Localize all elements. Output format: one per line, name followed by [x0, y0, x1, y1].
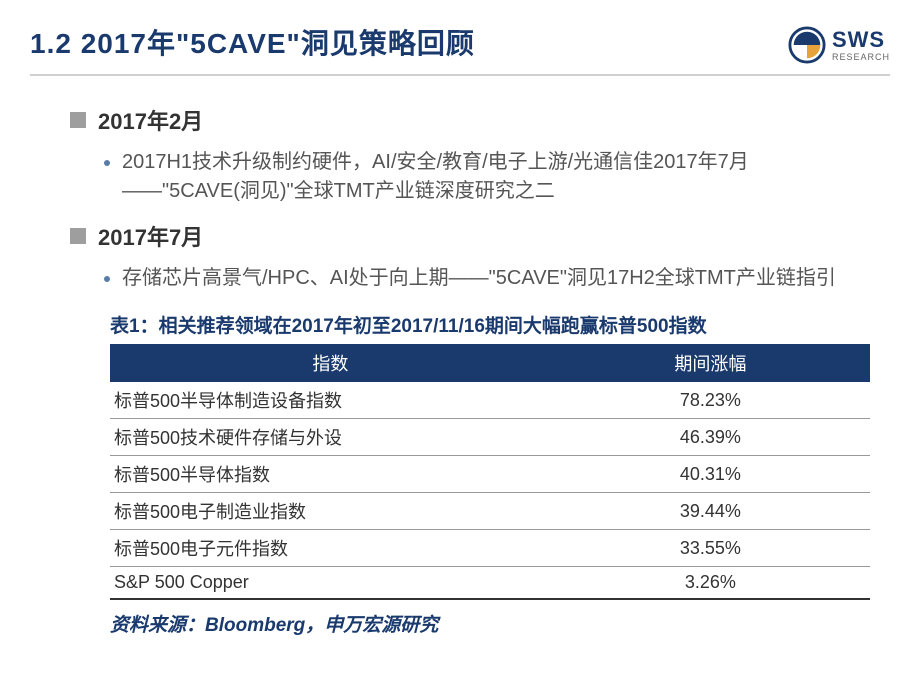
cell-name: 标普500电子元件指数: [110, 530, 551, 567]
sub-item: 存储芯片高景气/HPC、AI处于向上期——"5CAVE"洞见17H2全球TMT产…: [104, 264, 860, 293]
logo-sub: RESEARCH: [832, 53, 890, 62]
sub-text: 存储芯片高景气/HPC、AI处于向上期——"5CAVE"洞见17H2全球TMT产…: [122, 264, 836, 293]
table-row: 标普500半导体指数 40.31%: [110, 456, 870, 493]
cell-value: 3.26%: [551, 567, 870, 600]
cell-name: S&P 500 Copper: [110, 567, 551, 600]
dot-bullet-icon: [104, 160, 110, 166]
data-source: 资料来源：Bloomberg，申万宏源研究: [110, 610, 860, 637]
performance-table-wrap: 表1：相关推荐领域在2017年初至2017/11/16期间大幅跑赢标普500指数…: [110, 311, 870, 600]
table-header-row: 指数 期间涨幅: [110, 344, 870, 382]
section-title: 2017年2月: [98, 104, 203, 136]
cell-value: 46.39%: [551, 419, 870, 456]
section-head: 2017年7月: [70, 220, 860, 252]
cell-name: 标普500技术硬件存储与外设: [110, 419, 551, 456]
slide-content: 2017年2月 2017H1技术升级制约硬件，AI/安全/教育/电子上游/光通信…: [0, 76, 920, 637]
sub-text: 2017H1技术升级制约硬件，AI/安全/教育/电子上游/光通信佳2017年7月…: [122, 148, 860, 206]
logo-main: SWS: [832, 29, 890, 51]
table-row: 标普500电子制造业指数 39.44%: [110, 493, 870, 530]
col-index: 指数: [110, 344, 551, 382]
section-title: 2017年7月: [98, 220, 203, 252]
square-bullet-icon: [70, 112, 86, 128]
cell-value: 33.55%: [551, 530, 870, 567]
col-return: 期间涨幅: [551, 344, 870, 382]
section-head: 2017年2月: [70, 104, 860, 136]
sws-logo-mark: [788, 26, 826, 64]
performance-table: 指数 期间涨幅 标普500半导体制造设备指数 78.23% 标普500技术硬件存…: [110, 344, 870, 600]
sws-logo-text: SWS RESEARCH: [832, 29, 890, 62]
section-jul: 2017年7月 存储芯片高景气/HPC、AI处于向上期——"5CAVE"洞见17…: [70, 220, 860, 293]
cell-value: 78.23%: [551, 382, 870, 419]
section-feb: 2017年2月 2017H1技术升级制约硬件，AI/安全/教育/电子上游/光通信…: [70, 104, 860, 206]
table-row: 标普500技术硬件存储与外设 46.39%: [110, 419, 870, 456]
square-bullet-icon: [70, 228, 86, 244]
table-row: 标普500电子元件指数 33.55%: [110, 530, 870, 567]
cell-name: 标普500电子制造业指数: [110, 493, 551, 530]
sws-logo: SWS RESEARCH: [788, 26, 890, 64]
cell-value: 39.44%: [551, 493, 870, 530]
table-row: S&P 500 Copper 3.26%: [110, 567, 870, 600]
sub-item: 2017H1技术升级制约硬件，AI/安全/教育/电子上游/光通信佳2017年7月…: [104, 148, 860, 206]
slide-title: 1.2 2017年"5CAVE"洞见策略回顾: [30, 22, 475, 62]
table-caption: 表1：相关推荐领域在2017年初至2017/11/16期间大幅跑赢标普500指数: [110, 311, 870, 338]
cell-value: 40.31%: [551, 456, 870, 493]
slide-header: 1.2 2017年"5CAVE"洞见策略回顾 SWS RESEARCH: [0, 0, 920, 64]
dot-bullet-icon: [104, 276, 110, 282]
cell-name: 标普500半导体制造设备指数: [110, 382, 551, 419]
table-row: 标普500半导体制造设备指数 78.23%: [110, 382, 870, 419]
cell-name: 标普500半导体指数: [110, 456, 551, 493]
